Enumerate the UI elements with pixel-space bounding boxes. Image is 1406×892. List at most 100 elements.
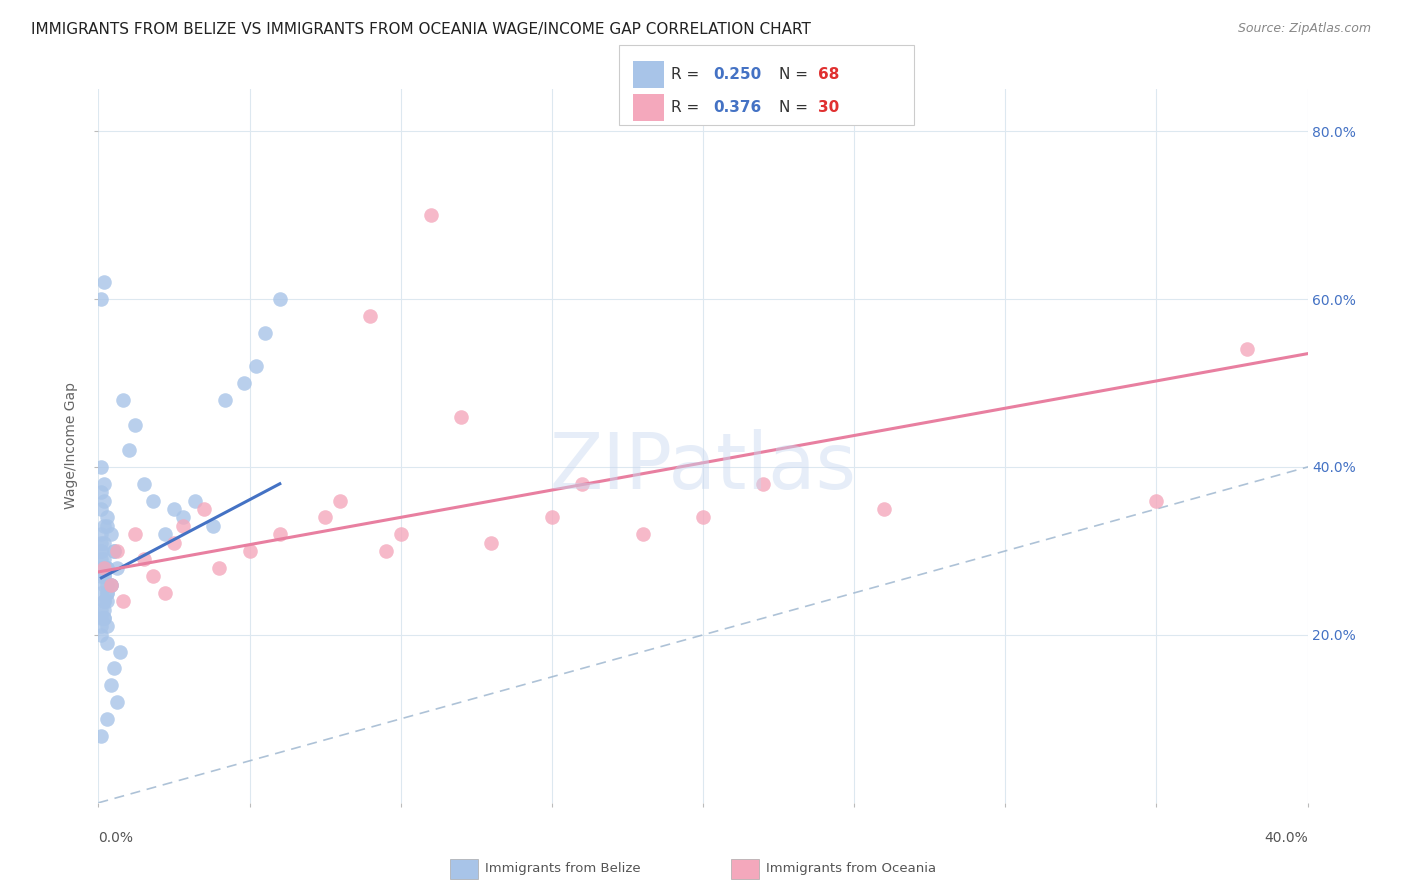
Point xyxy=(450,409,472,424)
Point xyxy=(202,518,225,533)
Point xyxy=(93,275,115,289)
Point xyxy=(93,611,115,625)
Text: 30: 30 xyxy=(818,100,839,115)
Text: N =: N = xyxy=(779,67,813,82)
Point xyxy=(269,527,291,541)
Point xyxy=(90,460,112,475)
Point xyxy=(571,476,593,491)
Point xyxy=(93,552,115,566)
Point xyxy=(103,544,125,558)
Point xyxy=(96,712,118,726)
Point xyxy=(111,594,134,608)
Point xyxy=(93,569,115,583)
Point xyxy=(360,309,382,323)
Text: 0.376: 0.376 xyxy=(713,100,761,115)
Point xyxy=(172,518,194,533)
Point xyxy=(873,502,896,516)
Point xyxy=(90,535,112,549)
Point xyxy=(93,493,115,508)
Point xyxy=(193,502,215,516)
Text: N =: N = xyxy=(779,100,813,115)
Point xyxy=(90,552,112,566)
Point xyxy=(108,645,131,659)
Point xyxy=(90,611,112,625)
Point xyxy=(96,560,118,574)
Point xyxy=(100,577,122,591)
Point xyxy=(100,527,122,541)
Point xyxy=(314,510,336,524)
Point xyxy=(184,493,207,508)
Point xyxy=(481,535,503,549)
Point xyxy=(90,729,112,743)
Point xyxy=(631,527,654,541)
Point xyxy=(420,208,443,222)
Point xyxy=(111,392,134,407)
Point xyxy=(96,577,118,591)
Point xyxy=(118,443,141,458)
Point xyxy=(93,476,115,491)
Text: 0.0%: 0.0% xyxy=(98,831,134,845)
Point xyxy=(96,586,118,600)
Point xyxy=(100,678,122,692)
Point xyxy=(142,569,165,583)
Point xyxy=(96,594,118,608)
Point xyxy=(90,502,112,516)
Point xyxy=(105,544,128,558)
Text: Immigrants from Oceania: Immigrants from Oceania xyxy=(766,863,936,875)
Point xyxy=(96,619,118,633)
Point xyxy=(90,569,112,583)
Point xyxy=(90,544,112,558)
Point xyxy=(96,560,118,574)
Point xyxy=(90,544,112,558)
Point xyxy=(142,493,165,508)
Point xyxy=(163,535,186,549)
Point xyxy=(90,560,112,574)
Point xyxy=(124,417,146,432)
Point xyxy=(96,510,118,524)
Point xyxy=(214,392,236,407)
Point xyxy=(132,476,155,491)
Point xyxy=(153,527,176,541)
Point xyxy=(90,628,112,642)
Point xyxy=(1236,343,1258,357)
Point xyxy=(93,569,115,583)
Point xyxy=(90,603,112,617)
Point xyxy=(105,560,128,574)
Text: IMMIGRANTS FROM BELIZE VS IMMIGRANTS FROM OCEANIA WAGE/INCOME GAP CORRELATION CH: IMMIGRANTS FROM BELIZE VS IMMIGRANTS FRO… xyxy=(31,22,811,37)
Point xyxy=(103,661,125,675)
Point xyxy=(752,476,775,491)
Point xyxy=(253,326,276,340)
Point xyxy=(100,577,122,591)
Point xyxy=(100,577,122,591)
Point xyxy=(232,376,254,390)
Y-axis label: Wage/Income Gap: Wage/Income Gap xyxy=(65,383,79,509)
Point xyxy=(172,510,194,524)
Text: Source: ZipAtlas.com: Source: ZipAtlas.com xyxy=(1237,22,1371,36)
Point xyxy=(90,619,112,633)
Point xyxy=(90,527,112,541)
Point xyxy=(103,544,125,558)
Point xyxy=(105,695,128,709)
Point xyxy=(93,560,115,574)
Point xyxy=(90,586,112,600)
Text: ZIPatlas: ZIPatlas xyxy=(550,429,856,506)
Point xyxy=(153,586,176,600)
Point xyxy=(132,552,155,566)
Point xyxy=(245,359,267,374)
Point xyxy=(96,636,118,650)
Point xyxy=(269,292,291,306)
Point xyxy=(540,510,562,524)
Point xyxy=(90,485,112,500)
Point xyxy=(93,577,115,591)
Text: R =: R = xyxy=(671,67,704,82)
Point xyxy=(93,518,115,533)
Point xyxy=(208,560,231,574)
Point xyxy=(239,544,262,558)
Text: 40.0%: 40.0% xyxy=(1264,831,1308,845)
Text: R =: R = xyxy=(671,100,704,115)
Point xyxy=(93,594,115,608)
Point xyxy=(329,493,352,508)
Point xyxy=(93,535,115,549)
Point xyxy=(389,527,412,541)
Point xyxy=(96,586,118,600)
